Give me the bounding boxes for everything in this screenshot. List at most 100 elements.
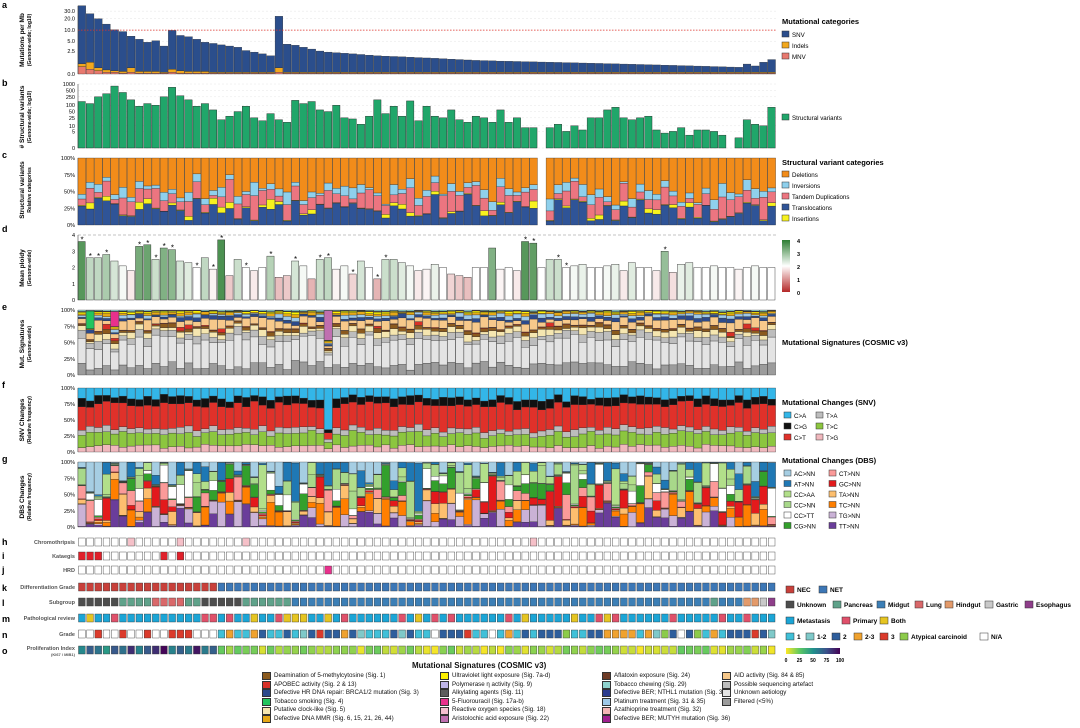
e-seg [250,336,259,363]
e-seg [299,332,308,337]
e-seg [192,313,201,318]
e-seg [94,312,103,316]
e-seg [759,335,768,341]
hrd-cell [102,565,111,575]
kataegis-cell [332,551,340,561]
g-seg [422,489,431,501]
g-seg [743,465,752,484]
grade-cell [595,629,603,639]
e-seg [233,312,242,315]
panel-letter-i: i [2,551,5,561]
hrd-cell [86,565,94,575]
e-seg [743,311,752,314]
subgroup-cell [160,597,168,607]
e-seg [217,319,226,329]
e-seg [767,316,776,323]
e-seg [176,331,185,339]
d-bar [217,239,226,301]
f-seg [660,406,669,428]
kataegis-cell [234,551,242,561]
e-seg [250,314,259,317]
a-bar-indels [176,70,185,74]
g-seg [677,518,686,528]
f-seg [291,403,300,428]
c-seg [693,217,702,226]
e-seg [504,309,513,311]
a-bar-indels [118,71,127,74]
c-seg [513,157,522,193]
f-seg [488,430,497,436]
e-seg [562,362,571,376]
e-seg [365,315,374,318]
c-seg [480,215,489,226]
legend-g-6-swatch [783,501,792,508]
e-seg [513,318,522,321]
e-seg [447,312,456,315]
f-seg [603,427,612,435]
f-seg [381,434,390,446]
e-seg [529,313,538,315]
pathological-review-cell [464,613,472,623]
c-seg [603,205,612,226]
a-bar-snv [242,50,251,73]
e-seg [759,309,768,312]
f-seg [430,433,440,447]
d-bar [184,262,193,301]
d-bar [562,267,570,301]
f-seg [389,387,399,399]
subgroup-cell [529,597,538,607]
e-seg [504,321,513,327]
b-bar [151,105,160,149]
e-seg [225,332,234,341]
proliferation-index-cell [497,645,505,655]
f-seg [480,387,489,402]
signature-label: Platinum treatment (Sig. 31 & 35) [614,697,706,705]
ylabel-sub-e: (Genome-wide) [27,326,33,362]
g-seg [381,461,390,463]
c-seg [184,216,193,221]
e-seg [628,309,637,311]
chromothripsis-cell [595,537,603,547]
signature-swatch [440,715,449,724]
g-seg [127,505,136,510]
grade-cell [546,629,554,639]
e-seg [184,362,193,376]
f-seg [357,432,366,446]
e-seg [430,309,440,312]
e-seg [521,316,530,321]
legend-g-2: AT>NN [794,482,814,489]
e-seg [324,310,333,341]
f-seg [110,397,119,403]
legend-k-1: NET [830,587,843,594]
f-seg [660,399,669,407]
f-seg [743,408,752,432]
legend-a-mnv: MNV [792,54,807,61]
g-seg [496,477,505,481]
e-seg [233,326,242,336]
kataegis-cell [341,551,349,561]
d-bar [250,270,258,301]
kataegis-cell [497,551,505,561]
e-seg [504,313,513,317]
subgroup-cell [201,597,209,607]
f-seg [611,387,620,398]
f-seg [619,424,628,432]
c-seg [636,191,645,200]
g-seg [225,500,234,515]
e-seg [726,313,735,316]
e-seg [726,341,735,347]
e-seg [217,311,226,314]
e-seg [652,328,661,332]
c-seg [398,208,407,226]
legend-c-tandem-duplications: Tandem Duplications [792,194,849,201]
proliferation-index-cell [135,645,143,655]
c-seg [250,195,259,221]
e-seg [537,322,546,328]
grade-cell [439,629,447,639]
f-seg [127,398,136,406]
e-seg [258,314,267,316]
c-seg [603,196,612,202]
e-seg [324,348,333,352]
b-bar [258,120,267,149]
c-seg [192,181,201,199]
